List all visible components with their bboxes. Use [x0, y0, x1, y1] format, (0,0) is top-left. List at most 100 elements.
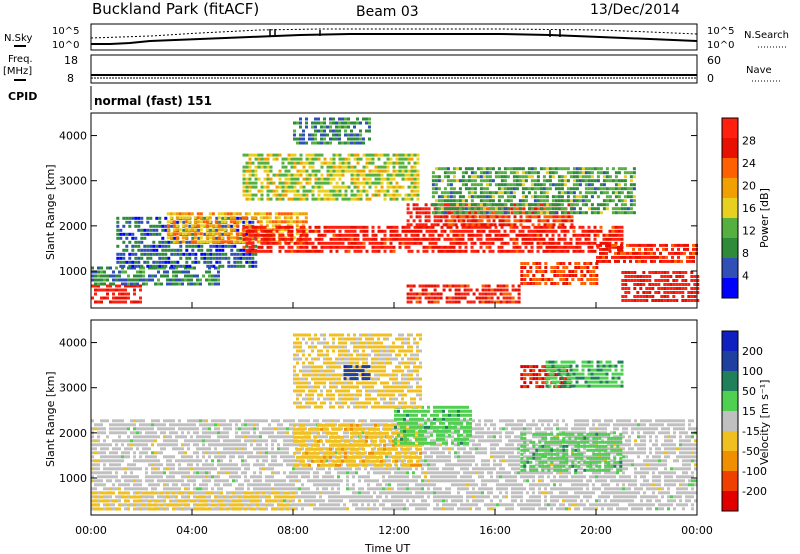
- power-cell-7: [392, 153, 396, 157]
- power-cell-4: [416, 241, 420, 245]
- power-cell-4: [602, 233, 606, 237]
- velocity-cell-0: [265, 467, 268, 471]
- power-cell-5: [412, 207, 416, 211]
- power-cell-13: [580, 278, 584, 281]
- power-cell-13: [589, 278, 593, 281]
- power-cell-6: [492, 211, 496, 215]
- power-cell-1: [97, 278, 100, 282]
- power-cell-7: [317, 153, 321, 157]
- power-cell-8: [353, 141, 356, 145]
- velocity-cell-0: [112, 503, 115, 507]
- power-cell-2: [191, 252, 195, 256]
- power-cell-9: [605, 195, 609, 199]
- power-cell-4: [269, 245, 273, 249]
- velocity-cell-0: [280, 427, 283, 431]
- power-cell-1: [193, 282, 196, 286]
- power-cell-12: [415, 296, 419, 300]
- power-cell-7: [374, 165, 378, 169]
- power-cell-4: [344, 237, 348, 241]
- velocity-cell-0: [259, 475, 262, 479]
- velocity-cell-0: [271, 487, 274, 491]
- power-cell-9: [533, 191, 537, 195]
- power-cell-4: [284, 225, 288, 229]
- power-cell-9: [599, 187, 603, 191]
- power-cell-2: [134, 264, 138, 268]
- velocity-cell-0: [169, 443, 172, 447]
- power-cell-2: [185, 260, 189, 264]
- power-cell-9: [587, 183, 591, 187]
- power-cell-8: [350, 141, 353, 145]
- power-cell-11: [660, 279, 664, 282]
- power-cell-9: [548, 211, 552, 215]
- power-cell-2: [140, 232, 144, 236]
- power-cell-3: [226, 240, 230, 244]
- power-colorbar-tick: 4: [742, 270, 749, 283]
- power-cell-12: [460, 296, 464, 300]
- velocity-cell-0: [211, 467, 214, 471]
- power-cell-9: [596, 167, 600, 171]
- power-cell-12: [484, 292, 488, 296]
- power-cell-9: [626, 211, 630, 215]
- power-cell-2: [221, 244, 225, 248]
- velocity-cell-0: [145, 451, 148, 455]
- power-cell-3: [304, 228, 308, 232]
- power-cell-9: [572, 191, 576, 195]
- power-cell-7: [287, 189, 291, 193]
- velocity-cell-0: [283, 419, 286, 423]
- power-cell-3: [178, 232, 182, 236]
- velocity-cell-0: [241, 463, 244, 467]
- power-cell-2: [233, 260, 237, 264]
- power-cell-7: [305, 161, 309, 165]
- power-cell-9: [521, 171, 525, 175]
- power-cell-4: [290, 225, 294, 229]
- power-cell-4: [434, 241, 438, 245]
- velocity-cell-0: [232, 467, 235, 471]
- power-cell-4: [407, 249, 411, 253]
- power-cell-1: [160, 266, 163, 270]
- velocity-cell-0: [115, 479, 118, 483]
- power-cell-9: [524, 211, 528, 215]
- power-cell-2: [161, 252, 165, 256]
- power-cell-1: [172, 282, 175, 286]
- power-cell-9: [560, 175, 564, 179]
- power-cell-9: [479, 191, 483, 195]
- power-cell-7: [374, 153, 378, 157]
- power-cell-9: [563, 199, 567, 203]
- power-cell-3: [226, 236, 230, 240]
- power-cell-3: [262, 216, 266, 220]
- power-cell-5: [436, 219, 440, 223]
- power-cell-7: [311, 161, 315, 165]
- power-cell-9: [470, 207, 474, 211]
- power-cell-4: [443, 245, 447, 249]
- power-cell-2: [164, 252, 168, 256]
- power-cell-1: [133, 278, 136, 282]
- power-cell-9: [521, 179, 525, 183]
- power-cell-11: [648, 275, 652, 278]
- power-cell-9: [497, 171, 501, 175]
- velocity-cell-0: [157, 459, 160, 463]
- power-cell-2: [236, 264, 240, 268]
- power-cell-9: [455, 207, 459, 211]
- velocity-cell-0: [133, 459, 136, 463]
- power-cell-4: [359, 225, 363, 229]
- velocity-cell-0: [136, 487, 139, 491]
- power-cell-9: [548, 175, 552, 179]
- power-cell-3: [253, 212, 257, 216]
- power-cell-6: [495, 215, 499, 219]
- power-cell-4: [548, 229, 552, 233]
- power-cell-10: [602, 247, 605, 251]
- power-cell-8: [323, 129, 326, 133]
- velocity-cell-0: [130, 471, 133, 475]
- power-cell-8: [353, 121, 356, 125]
- power-cell-4: [395, 229, 399, 233]
- velocity-cell-0: [121, 443, 124, 447]
- power-cell-4: [530, 237, 534, 241]
- power-cell-4: [314, 225, 318, 229]
- power-cell-9: [614, 175, 618, 179]
- power-cell-11: [696, 299, 700, 302]
- power-cell-10: [680, 259, 683, 263]
- power-cell-2: [170, 264, 174, 268]
- power-cell-11: [639, 275, 643, 278]
- power-cell-4: [620, 233, 624, 237]
- power-cell-9: [515, 175, 519, 179]
